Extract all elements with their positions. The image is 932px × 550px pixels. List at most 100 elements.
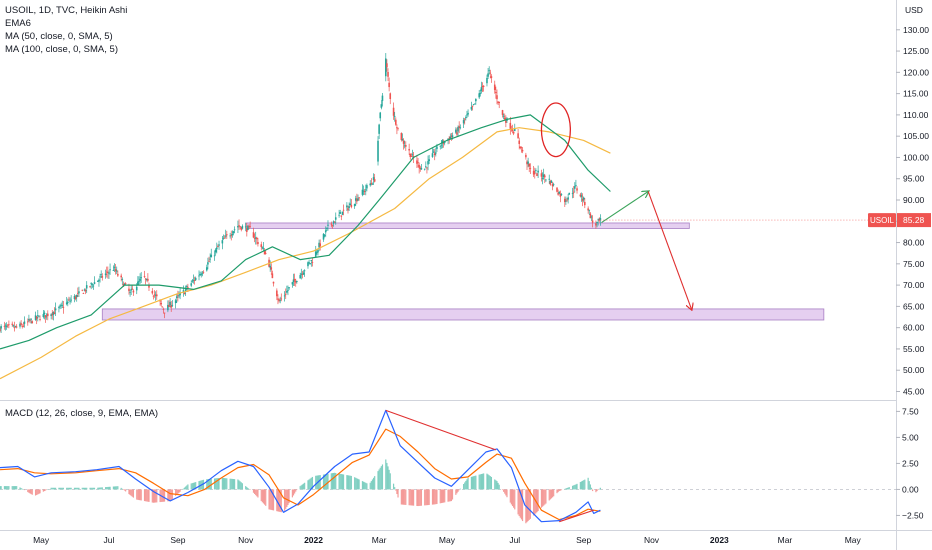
candle	[144, 277, 147, 285]
legend: USOIL, 1D, TVC, Heikin Ashi EMA6 MA (50,…	[5, 5, 158, 419]
divergence-line[interactable]	[559, 509, 594, 523]
macd-histogram-bar	[380, 466, 382, 490]
candle	[171, 300, 174, 308]
candle	[129, 289, 131, 297]
macd-histogram-bar	[22, 489, 24, 490]
candle	[42, 310, 45, 319]
macd-histogram-bar	[232, 478, 235, 490]
candle	[496, 89, 498, 105]
macd-histogram-bar	[543, 489, 545, 506]
macd-histogram-bar	[335, 472, 337, 490]
divergence-line[interactable]	[385, 409, 497, 451]
candle	[213, 250, 216, 261]
macd-histogram-bar	[284, 489, 286, 511]
legend-macd: MACD (12, 26, close, 9, EMA, EMA)	[5, 408, 158, 419]
macd-histogram-bar	[198, 481, 200, 490]
macd-histogram-bar	[246, 487, 248, 490]
candle	[528, 163, 531, 173]
candle	[559, 190, 562, 203]
candle	[218, 240, 220, 250]
projection-arrow-up[interactable]	[601, 191, 648, 224]
macd-histogram-bar	[139, 489, 141, 501]
candle	[115, 266, 118, 275]
candle	[22, 322, 25, 328]
macd-histogram-bar	[434, 489, 436, 505]
macd-histogram-bar	[287, 489, 289, 506]
candle	[261, 246, 264, 250]
candle	[369, 180, 372, 187]
macd-histogram-bar	[574, 484, 576, 490]
macd-histogram-bar	[39, 489, 41, 494]
time-tick-label: 2023	[710, 535, 729, 545]
candle	[490, 74, 493, 83]
macd-histogram-bar	[153, 489, 156, 503]
ma50-line[interactable]	[0, 114, 611, 350]
macd-pane	[0, 409, 896, 524]
candle	[480, 81, 483, 94]
ma100-line[interactable]	[0, 127, 611, 380]
candle	[576, 186, 578, 194]
candle	[91, 282, 94, 289]
macd-histogram-bar	[215, 478, 217, 490]
macd-tick-label: 7.50	[902, 406, 919, 416]
candle	[330, 221, 333, 228]
candle	[303, 269, 306, 277]
macd-histogram-bar	[229, 478, 231, 490]
macd-histogram-bar	[597, 489, 599, 490]
support-zone[interactable]	[101, 308, 825, 321]
macd-histogram-bar	[581, 480, 584, 490]
candle	[497, 100, 499, 105]
candle	[470, 101, 473, 111]
macd-histogram-bar	[268, 489, 270, 510]
candle	[70, 295, 72, 303]
candle	[0, 324, 2, 333]
macd-histogram-bar	[381, 464, 384, 490]
candle	[296, 280, 298, 284]
macd-histogram-bar	[223, 478, 226, 490]
macd-histogram-bar	[540, 489, 543, 508]
macd-histogram-bar	[247, 488, 249, 490]
candle	[280, 293, 283, 302]
macd-histogram-bar	[326, 474, 328, 490]
macd-histogram-bar	[155, 489, 157, 503]
candle	[309, 262, 311, 265]
candle	[513, 123, 516, 132]
annotations-layer	[540, 102, 691, 309]
candle	[529, 163, 532, 174]
macd-histogram-bar	[514, 489, 516, 510]
candle	[532, 165, 535, 178]
candle	[440, 140, 443, 149]
candle	[357, 194, 359, 202]
macd-histogram-bar	[475, 475, 477, 490]
highlight-circle[interactable]	[540, 102, 572, 158]
macd-histogram-bar	[436, 489, 438, 504]
candle	[19, 321, 21, 329]
candle	[208, 256, 210, 263]
candle	[498, 101, 500, 109]
candle	[179, 288, 181, 300]
candle	[117, 270, 119, 277]
candle	[20, 320, 22, 326]
candle	[332, 220, 335, 227]
macd-histogram-bar	[47, 489, 49, 490]
macd-histogram-bar	[365, 482, 367, 490]
price-tick-label: 45.00	[903, 386, 925, 396]
macd-histogram-bar	[286, 489, 288, 507]
macd-line[interactable]	[0, 409, 601, 523]
macd-histogram-bar	[361, 481, 364, 490]
macd-histogram-bar	[6, 486, 8, 490]
candle	[81, 289, 84, 292]
candle	[472, 103, 475, 106]
candle	[21, 323, 24, 329]
macd-histogram-bar	[82, 487, 84, 490]
macd-signal-line[interactable]	[0, 428, 601, 521]
support-zone[interactable]	[245, 222, 690, 229]
macd-histogram-bar	[310, 477, 312, 490]
macd-histogram-bar	[327, 473, 329, 490]
macd-histogram-bar	[506, 489, 508, 498]
macd-histogram-bar	[331, 473, 334, 490]
macd-histogram-bar	[191, 483, 193, 490]
projection-arrow-down[interactable]	[647, 191, 691, 309]
